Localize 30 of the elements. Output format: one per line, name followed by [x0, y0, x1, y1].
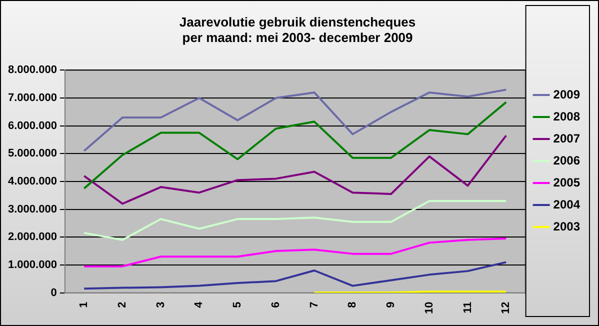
legend-label: 2005 — [553, 175, 580, 190]
legend-label: 2003 — [553, 219, 580, 234]
y-tick-label: 4.000.000 — [8, 176, 57, 188]
x-tick-label: 4 — [193, 300, 206, 308]
x-tick-label: 10 — [423, 302, 436, 314]
text: per maand: mei 2003- december 2009 — [182, 30, 413, 45]
y-tick-label: 3.000.000 — [8, 203, 57, 216]
x-tick-label: 12 — [500, 302, 512, 314]
y-tick-label: 8.000.000 — [8, 64, 57, 76]
legend-label: 2008 — [553, 109, 580, 124]
y-tick-label: 2.000.000 — [8, 231, 57, 244]
text: Jaarevolutie gebruik dienstencheques — [179, 14, 416, 30]
x-tick-label: 6 — [270, 302, 282, 308]
legend-label: 2009 — [553, 87, 580, 102]
y-tick-label: 7.000.000 — [8, 92, 57, 104]
x-tick-label: 2 — [116, 302, 129, 308]
legend-label: 2004 — [553, 197, 580, 212]
x-tick-label: 5 — [232, 302, 244, 308]
legend-label: 2007 — [553, 131, 580, 146]
x-tick-label: 11 — [462, 302, 474, 314]
y-tick-label: 0 — [50, 286, 57, 299]
x-tick-label: 1 — [78, 302, 90, 308]
y-tick-label: 5.000.000 — [8, 148, 57, 160]
x-tick-label: 9 — [385, 302, 398, 308]
y-tick-label: 6.000.000 — [8, 120, 57, 132]
x-tick-label: 7 — [308, 302, 320, 308]
x-tick-label: 3 — [154, 302, 167, 308]
legend-label: 2006 — [553, 153, 580, 168]
x-tick-label: 8 — [346, 302, 359, 308]
y-tick-label: 1.000.000 — [8, 258, 57, 271]
